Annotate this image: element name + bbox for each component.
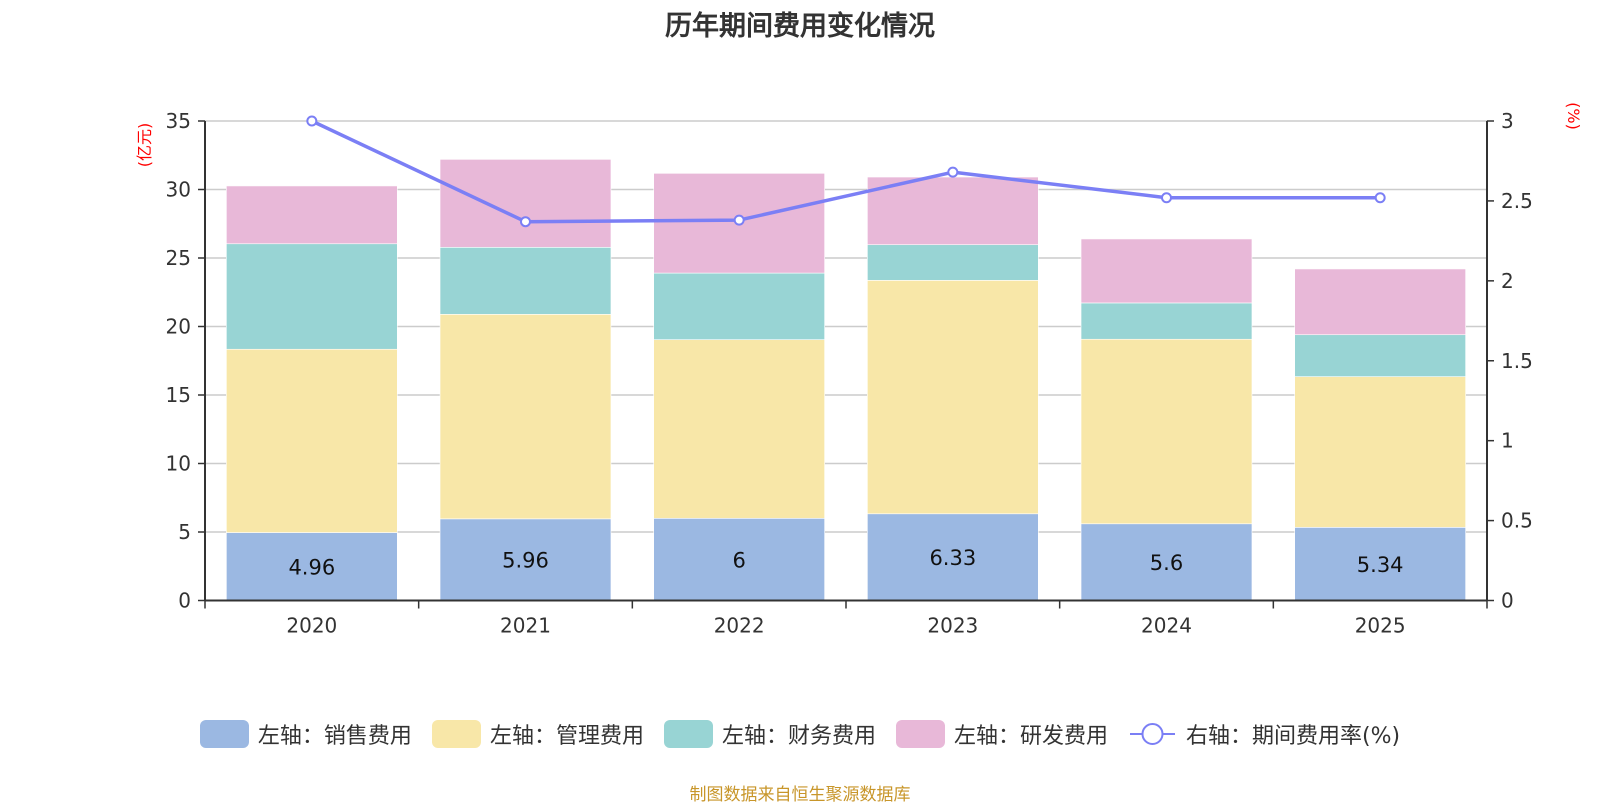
rate-point — [947, 166, 959, 178]
bar-segment-finance — [1080, 302, 1253, 340]
bar-segment-finance — [226, 243, 398, 350]
x-axis-tick-label: 2025 — [1355, 614, 1406, 638]
right-axis-tick-label: 0.5 — [1501, 509, 1533, 533]
right-axis-tick-label: 2 — [1501, 269, 1514, 293]
bar-segment-sales — [867, 513, 1039, 601]
bar-data-label: 6.33 — [929, 546, 976, 570]
legend-label: 左轴：财务费用 — [721, 724, 876, 749]
rate-point — [306, 115, 318, 127]
legend-label: 左轴：销售费用 — [257, 724, 412, 749]
legend-line-circle-icon — [1129, 723, 1175, 745]
left-axis-tick-label: 10 — [166, 452, 191, 476]
legend-label: 左轴：研发费用 — [953, 724, 1108, 749]
left-axis-unit: (亿元) — [135, 123, 154, 168]
legend-item-management[interactable]: 左轴：管理费用 — [431, 718, 644, 750]
left-axis-tick-label: 25 — [166, 246, 191, 270]
legend-swatch-icon — [663, 720, 713, 748]
left-axis-tick-label: 20 — [166, 315, 191, 339]
left-axis-tick-label: 15 — [166, 383, 191, 407]
right-axis-tick-label: 3 — [1501, 109, 1514, 133]
bar-labels: 4.96 5.96 6 6.33 5.6 5.34 — [288, 546, 1403, 579]
right-axis-tick-label: 0 — [1501, 589, 1514, 613]
bar-segment-management — [1080, 338, 1253, 525]
left-axis-tick-label: 5 — [178, 520, 191, 544]
bar-segment-sales — [439, 518, 612, 601]
legend-swatch-icon — [431, 720, 481, 748]
legend-item-sales[interactable]: 左轴：销售费用 — [199, 718, 412, 750]
bar-segment-finance — [653, 272, 825, 340]
x-axis-tick-label: 2023 — [927, 614, 978, 638]
bar-segment-rnd — [1080, 238, 1253, 304]
bar-segment-finance — [867, 244, 1039, 281]
legend-label: 左轴：管理费用 — [489, 724, 644, 749]
bar-segment-management — [439, 314, 612, 520]
rate-line-series — [306, 115, 1386, 228]
legend-item-rnd[interactable]: 左轴：研发费用 — [895, 718, 1108, 750]
bar-segment-finance — [439, 247, 612, 315]
rate-point — [733, 214, 745, 226]
legend-item-rate[interactable]: 右轴：期间费用率(%) — [1128, 718, 1400, 750]
bar-segment-finance — [1294, 334, 1466, 377]
bar-data-label: 5.6 — [1150, 551, 1183, 575]
chart-title: 历年期间费用变化情况 — [665, 11, 935, 42]
bar-data-label: 4.96 — [288, 556, 335, 580]
rate-point — [520, 216, 531, 228]
bar-segment-sales — [1080, 523, 1253, 601]
rate-line — [311, 119, 1381, 224]
bar-segment-rnd — [867, 176, 1039, 246]
x-axis-tick-label: 2022 — [714, 614, 765, 638]
bar-segment-management — [653, 339, 825, 519]
x-axis-tick-label: 2020 — [286, 614, 337, 638]
legend-item-finance[interactable]: 左轴：财务费用 — [663, 718, 876, 750]
left-axis-tick-label: 35 — [166, 109, 191, 133]
rate-point — [1161, 192, 1172, 204]
left-axis-tick-label: 30 — [166, 178, 191, 202]
right-axis-tick-label: 2.5 — [1501, 189, 1533, 213]
right-axis-unit: (%) — [1564, 102, 1583, 130]
right-axis-tick-label: 1 — [1501, 429, 1514, 453]
bar-series — [226, 159, 1466, 601]
gridlines — [205, 120, 1487, 533]
bar-segment-sales — [1294, 527, 1466, 601]
bar-segment-rnd — [226, 185, 398, 245]
bar-segment-management — [226, 348, 398, 533]
bar-segment-management — [1294, 376, 1466, 528]
x-axis-tick-label: 2024 — [1141, 614, 1192, 638]
bar-data-label: 5.96 — [502, 549, 549, 573]
legend-label: 右轴：期间费用率(%) — [1185, 724, 1401, 749]
bar-data-label: 6 — [732, 548, 745, 572]
bar-data-label: 5.34 — [1357, 553, 1404, 577]
bar-segment-rnd — [1294, 268, 1466, 336]
left-axis-tick-label: 0 — [178, 589, 191, 613]
legend-swatch-icon — [895, 720, 945, 748]
rate-point — [1374, 192, 1386, 204]
bar-segment-management — [867, 280, 1039, 515]
x-axis-tick-label: 2021 — [500, 614, 551, 638]
legend: 左轴：销售费用 左轴：管理费用 左轴：财务费用 左轴：研发费用 右轴：期间费用率(%) — [0, 718, 1600, 750]
data-source-footer: 制图数据来自恒生聚源数据库 — [689, 785, 911, 805]
bar-segment-rnd — [439, 159, 612, 248]
legend-swatch-icon — [199, 720, 249, 748]
right-axis-tick-label: 1.5 — [1501, 349, 1533, 373]
